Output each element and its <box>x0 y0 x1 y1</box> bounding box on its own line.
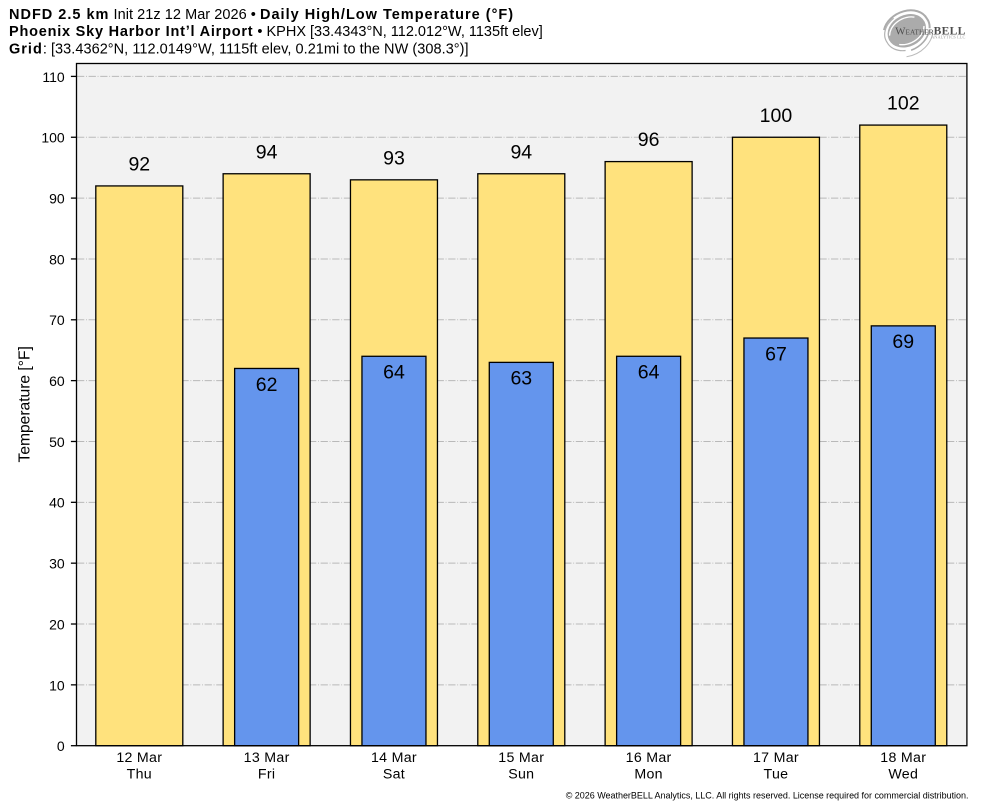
svg-text:0: 0 <box>57 738 65 754</box>
svg-text:13 Mar: 13 Mar <box>244 750 290 766</box>
svg-text:NDFD 2.5 km Init 21z 12 Mar 20: NDFD 2.5 km Init 21z 12 Mar 2026 • Daily… <box>9 7 514 23</box>
svg-text:100: 100 <box>760 105 793 127</box>
svg-text:110: 110 <box>42 69 65 85</box>
svg-text:63: 63 <box>510 368 532 390</box>
svg-text:50: 50 <box>49 434 65 450</box>
svg-text:69: 69 <box>892 331 914 353</box>
svg-text:WEATHERBELL: WEATHERBELL <box>895 25 965 37</box>
svg-text:80: 80 <box>49 251 65 267</box>
svg-text:Thu: Thu <box>127 766 152 782</box>
svg-text:40: 40 <box>49 495 65 511</box>
svg-text:100: 100 <box>41 130 65 146</box>
svg-text:Wed: Wed <box>888 766 918 782</box>
svg-text:18 Mar: 18 Mar <box>880 750 926 766</box>
svg-text:Grid: [33.4362°N, 112.0149°W,: Grid: [33.4362°N, 112.0149°W, 1115ft ele… <box>9 41 469 57</box>
svg-text:90: 90 <box>49 191 65 207</box>
svg-text:Sat: Sat <box>383 766 405 782</box>
svg-text:Temperature [°F]: Temperature [°F] <box>16 346 33 462</box>
svg-text:20: 20 <box>49 616 65 632</box>
svg-text:Mon: Mon <box>634 766 663 782</box>
svg-text:10: 10 <box>49 677 65 693</box>
svg-text:67: 67 <box>765 343 787 365</box>
svg-text:64: 64 <box>383 362 405 384</box>
svg-text:15 Mar: 15 Mar <box>498 750 544 766</box>
svg-text:Sun: Sun <box>508 766 534 782</box>
svg-text:ANALYTICS LLC: ANALYTICS LLC <box>931 35 965 40</box>
svg-text:94: 94 <box>256 141 278 163</box>
svg-text:62: 62 <box>256 374 278 396</box>
svg-text:94: 94 <box>510 141 532 163</box>
svg-text:64: 64 <box>638 362 660 384</box>
svg-text:30: 30 <box>49 556 65 572</box>
svg-text:102: 102 <box>887 93 920 115</box>
svg-text:70: 70 <box>49 312 65 328</box>
svg-text:12 Mar: 12 Mar <box>116 750 162 766</box>
svg-text:60: 60 <box>49 373 65 389</box>
svg-text:17 Mar: 17 Mar <box>753 750 799 766</box>
svg-text:Phoenix Sky Harbor Intʼl Airpo: Phoenix Sky Harbor Intʼl Airport • KPHX … <box>9 24 543 40</box>
svg-text:Fri: Fri <box>258 766 275 782</box>
svg-text:14 Mar: 14 Mar <box>371 750 417 766</box>
svg-text:93: 93 <box>383 147 405 169</box>
svg-text:16 Mar: 16 Mar <box>626 750 672 766</box>
svg-text:92: 92 <box>128 154 150 176</box>
svg-text:© 2026 WeatherBELL Analytics,: © 2026 WeatherBELL Analytics, LLC. All r… <box>566 790 969 800</box>
svg-text:96: 96 <box>638 129 660 151</box>
svg-text:Tue: Tue <box>764 766 789 782</box>
